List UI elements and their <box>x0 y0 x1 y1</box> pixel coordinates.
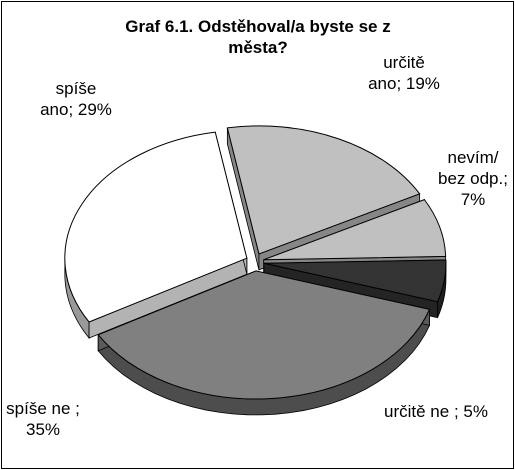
slice <box>226 125 421 255</box>
chart-title: Graf 6.1. Odstěhoval/a byste se z města? <box>125 17 391 57</box>
data-label: spíše ano; 29% <box>40 79 112 119</box>
slice <box>263 259 447 303</box>
data-label: určitě ne ; 5% <box>384 402 488 421</box>
slice <box>97 270 431 400</box>
slice <box>64 131 248 323</box>
data-label: nevím/ bez odp.; 7% <box>438 148 508 209</box>
slice <box>263 199 447 261</box>
data-label: spíše ne ; 35% <box>6 399 80 439</box>
data-label: určitě ano; 19% <box>368 53 440 93</box>
